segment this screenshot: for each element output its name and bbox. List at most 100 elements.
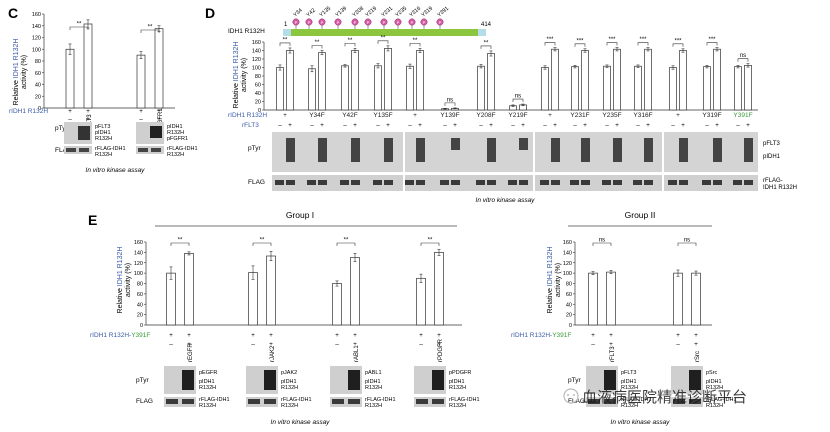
d-sig-5-bracket bbox=[444, 102, 456, 106]
d-flt3-plus-5: + bbox=[453, 122, 457, 129]
d-sig-11-bracket bbox=[637, 42, 649, 46]
domain-end: 414 bbox=[481, 22, 492, 28]
e1-tick-label-5: 100 bbox=[134, 271, 143, 277]
e2-r1a-1: + bbox=[676, 332, 680, 339]
e-pty-band-3 bbox=[432, 370, 444, 390]
site-p-marker-6 bbox=[380, 18, 388, 26]
panel-c-ylabel: Relative IDH1 R132H bbox=[13, 39, 20, 106]
protein-domain bbox=[291, 29, 478, 36]
e-flag-band-a-0 bbox=[166, 399, 178, 404]
e2-r2b-0: + bbox=[609, 341, 613, 348]
d-flt3-minus-12: – bbox=[671, 122, 675, 129]
e2-sig-0-label: ns bbox=[599, 238, 605, 244]
e-blot-lbl-0-0: pEGFR bbox=[199, 370, 217, 376]
d-flt3-plus-7: + bbox=[521, 122, 525, 129]
site-label-8: Y316 bbox=[408, 6, 422, 19]
e-flag-band-b-4 bbox=[604, 399, 616, 404]
d-band-flag-b-11 bbox=[644, 180, 653, 185]
c-tick-label-8: 160 bbox=[32, 12, 41, 18]
d-tick-label-5: 100 bbox=[252, 66, 261, 72]
e-blot-lbl-4-3: rFLAG-IDH1 bbox=[621, 397, 652, 403]
e-flag-band-a-1 bbox=[248, 399, 260, 404]
panel-c-caption: In vitro kinase assay bbox=[86, 167, 146, 174]
c-row2-val-0: – bbox=[68, 116, 72, 123]
d-band-pty-12 bbox=[679, 138, 688, 162]
d-sig-13-bracket bbox=[706, 42, 718, 46]
d-band-pty-7 bbox=[519, 138, 528, 150]
d-bar-b-12 bbox=[679, 50, 687, 111]
c-blot1-label-2: pIDH1 bbox=[95, 130, 111, 136]
d-flt3-plus-8: + bbox=[553, 122, 557, 129]
c-row2-val-3: + bbox=[157, 116, 161, 123]
e-pty-band-2 bbox=[348, 370, 360, 390]
phospho-sites: Y34PY42PY135PY139PY208PY219PY231PY235PY3… bbox=[292, 6, 450, 29]
panel-d-flag-label: FLAG bbox=[248, 179, 265, 186]
d-flt3-plus-6: + bbox=[489, 122, 493, 129]
d-sig-9-label: *** bbox=[576, 38, 584, 44]
site-label-9: Y319 bbox=[420, 6, 434, 19]
d-flt3-minus-14: – bbox=[736, 122, 740, 129]
d-bar-b-3 bbox=[384, 48, 392, 111]
d-pty-blot-3 bbox=[664, 132, 758, 172]
panel-e-flag-label: FLAG bbox=[136, 398, 153, 405]
d-sig-4-bracket bbox=[409, 43, 421, 47]
e-blot-lbl-2-1: pIDH1 bbox=[365, 379, 381, 385]
d-flt3-plus-11: + bbox=[646, 122, 650, 129]
d-mutant-3: Y135F bbox=[373, 112, 392, 119]
d-flt3-minus-0: – bbox=[278, 122, 282, 129]
site-p-marker-5 bbox=[364, 18, 372, 26]
e1-bar-a-3 bbox=[416, 277, 426, 326]
d-band-flag-a-10 bbox=[602, 180, 611, 185]
e1-sig-0-bracket bbox=[170, 242, 190, 246]
d-flt3-minus-11: – bbox=[636, 122, 640, 129]
d-band-flag-b-9 bbox=[581, 180, 590, 185]
panel-c-row1: +–+++–++rFLT3rFGFR1 bbox=[68, 108, 164, 130]
d-flt3-minus-5: – bbox=[443, 122, 447, 129]
watermark: 血液病医院精准诊断平台 bbox=[563, 388, 747, 406]
d-band-flag-a-1 bbox=[307, 180, 316, 185]
c-tick-label-4: 80 bbox=[35, 59, 41, 65]
d-mutant-10: Y235F bbox=[602, 112, 621, 119]
d-flag-blot-0 bbox=[272, 175, 403, 191]
d-band-pty-0 bbox=[286, 138, 295, 162]
d-sig-6-label: ** bbox=[484, 40, 489, 46]
d-bar-b-0 bbox=[286, 50, 294, 111]
d-band-pty-13 bbox=[713, 138, 722, 162]
e2-r1a-0: + bbox=[591, 332, 595, 339]
d-bar-a-6 bbox=[477, 65, 485, 111]
panel-c: C Relative IDH1 R132H activity (%) 0 20 40… bbox=[8, 5, 198, 174]
e-flag-band-a-4 bbox=[588, 399, 600, 404]
e1-tick-label-8: 160 bbox=[134, 240, 143, 246]
d-sig-1-label: ** bbox=[315, 40, 320, 46]
e1-kinase-2: rABL1 bbox=[354, 345, 360, 362]
e-flag-band-b-2 bbox=[348, 399, 360, 404]
c-kinase-2: rFGFR1 bbox=[158, 108, 164, 130]
e1-bar-b-3 bbox=[434, 252, 444, 326]
e-blot-lbl-3-4: R132H bbox=[449, 403, 466, 409]
e-blot-lbl-2-2: R132H bbox=[365, 385, 382, 391]
d-tick-label-7: 140 bbox=[252, 49, 261, 55]
d-flt3-minus-3: – bbox=[376, 122, 380, 129]
d-flag-blot-1 bbox=[405, 175, 533, 191]
c-row2-val-2: – bbox=[139, 116, 143, 123]
d-tick-label-0: 0 bbox=[258, 108, 261, 114]
panel-c-axis: 0 20 40 60 80 100 120 140 160 bbox=[32, 12, 175, 112]
site-p-marker-1 bbox=[305, 18, 313, 26]
d-sig-5-label: ns bbox=[447, 97, 453, 103]
c-sig-2-bracket bbox=[140, 29, 160, 33]
c-flag2-label-1: rFLAG-IDH1 bbox=[167, 146, 198, 152]
d-band-flag-a-12 bbox=[668, 180, 677, 185]
panel-d-ylabel-2: activity (%) bbox=[241, 58, 248, 92]
c-sig-2-label: ** bbox=[148, 25, 153, 31]
c-row2-val-1: + bbox=[86, 116, 90, 123]
panel-c-row1-label: rIDH1 R132H bbox=[9, 108, 48, 115]
e-blot-lbl-5-2: R132H bbox=[706, 385, 723, 391]
d-band-flag-b-12 bbox=[679, 180, 688, 185]
d-flt3-minus-2: – bbox=[343, 122, 347, 129]
d-mutant-5: Y139F bbox=[440, 112, 459, 119]
panel-d: D IDH1 R132H 1 414 Y34PY42PY135PY139PY20… bbox=[205, 5, 797, 204]
d-sig-9-bracket bbox=[574, 43, 586, 47]
site-p-marker-9 bbox=[420, 18, 428, 26]
d-sig-0-bracket bbox=[279, 42, 291, 46]
d-mutant-9: Y231F bbox=[570, 112, 589, 119]
